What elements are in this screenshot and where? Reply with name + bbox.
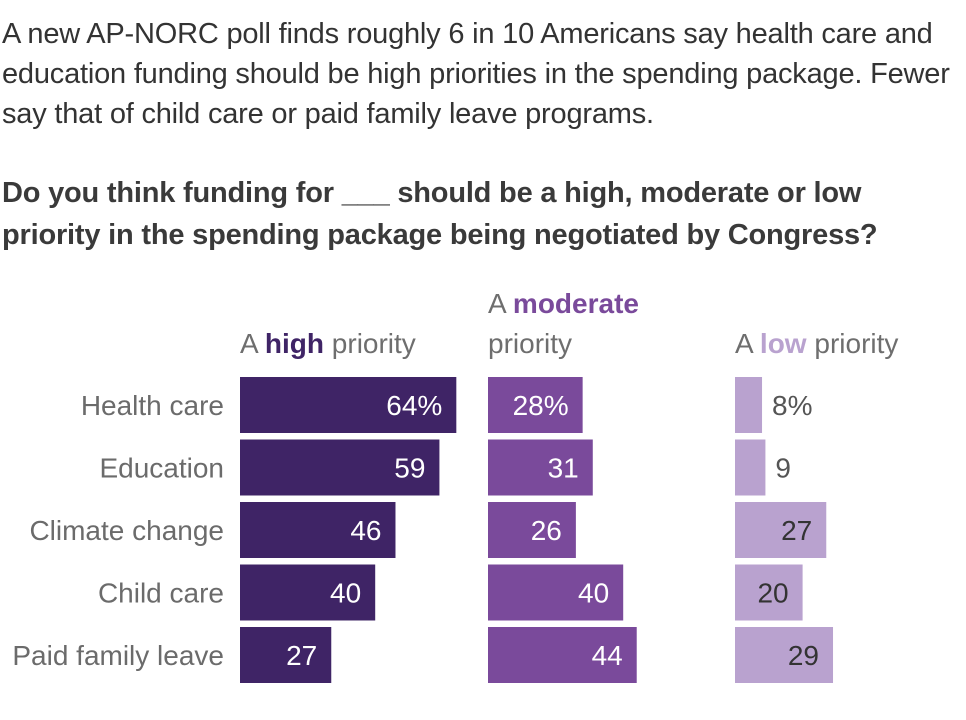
column-header-low: A low priority [735, 328, 899, 359]
bar [240, 502, 396, 558]
category-label: Child care [98, 578, 224, 609]
data-label: 27 [781, 515, 812, 546]
bar [488, 627, 637, 683]
bar [735, 502, 827, 558]
bar [240, 377, 457, 433]
data-label: 64% [386, 390, 442, 421]
bar [488, 564, 624, 621]
bar [735, 377, 763, 433]
bar [240, 439, 440, 496]
bar [735, 564, 803, 621]
survey-question: Do you think funding for ___ should be a… [2, 177, 878, 251]
data-label: 28% [513, 390, 569, 421]
data-label: 40 [330, 578, 361, 609]
data-label: 20 [757, 578, 788, 609]
data-label: 9 [775, 453, 791, 484]
data-label: 40 [578, 578, 609, 609]
bar [488, 439, 593, 496]
column-header-high: A high priority [240, 328, 416, 359]
column-header-moderate: A moderate priority [488, 288, 639, 359]
category-label: Climate change [29, 515, 224, 546]
data-label: 31 [548, 453, 579, 484]
bar [240, 627, 332, 683]
bar [735, 627, 834, 683]
data-label: 8% [772, 390, 812, 421]
data-label: 27 [286, 640, 317, 671]
bar [488, 502, 576, 558]
intro-text: A new AP-NORC poll finds roughly 6 in 10… [2, 18, 950, 130]
bar [735, 439, 766, 496]
data-label: 29 [788, 640, 819, 671]
data-label: 46 [350, 515, 381, 546]
data-label: 26 [531, 515, 562, 546]
data-label: 44 [592, 640, 623, 671]
data-label: 59 [394, 453, 425, 484]
bar [240, 564, 376, 621]
bar [488, 377, 583, 433]
category-label: Health care [81, 390, 224, 421]
category-label: Education [99, 453, 224, 484]
category-label: Paid family leave [12, 640, 224, 671]
